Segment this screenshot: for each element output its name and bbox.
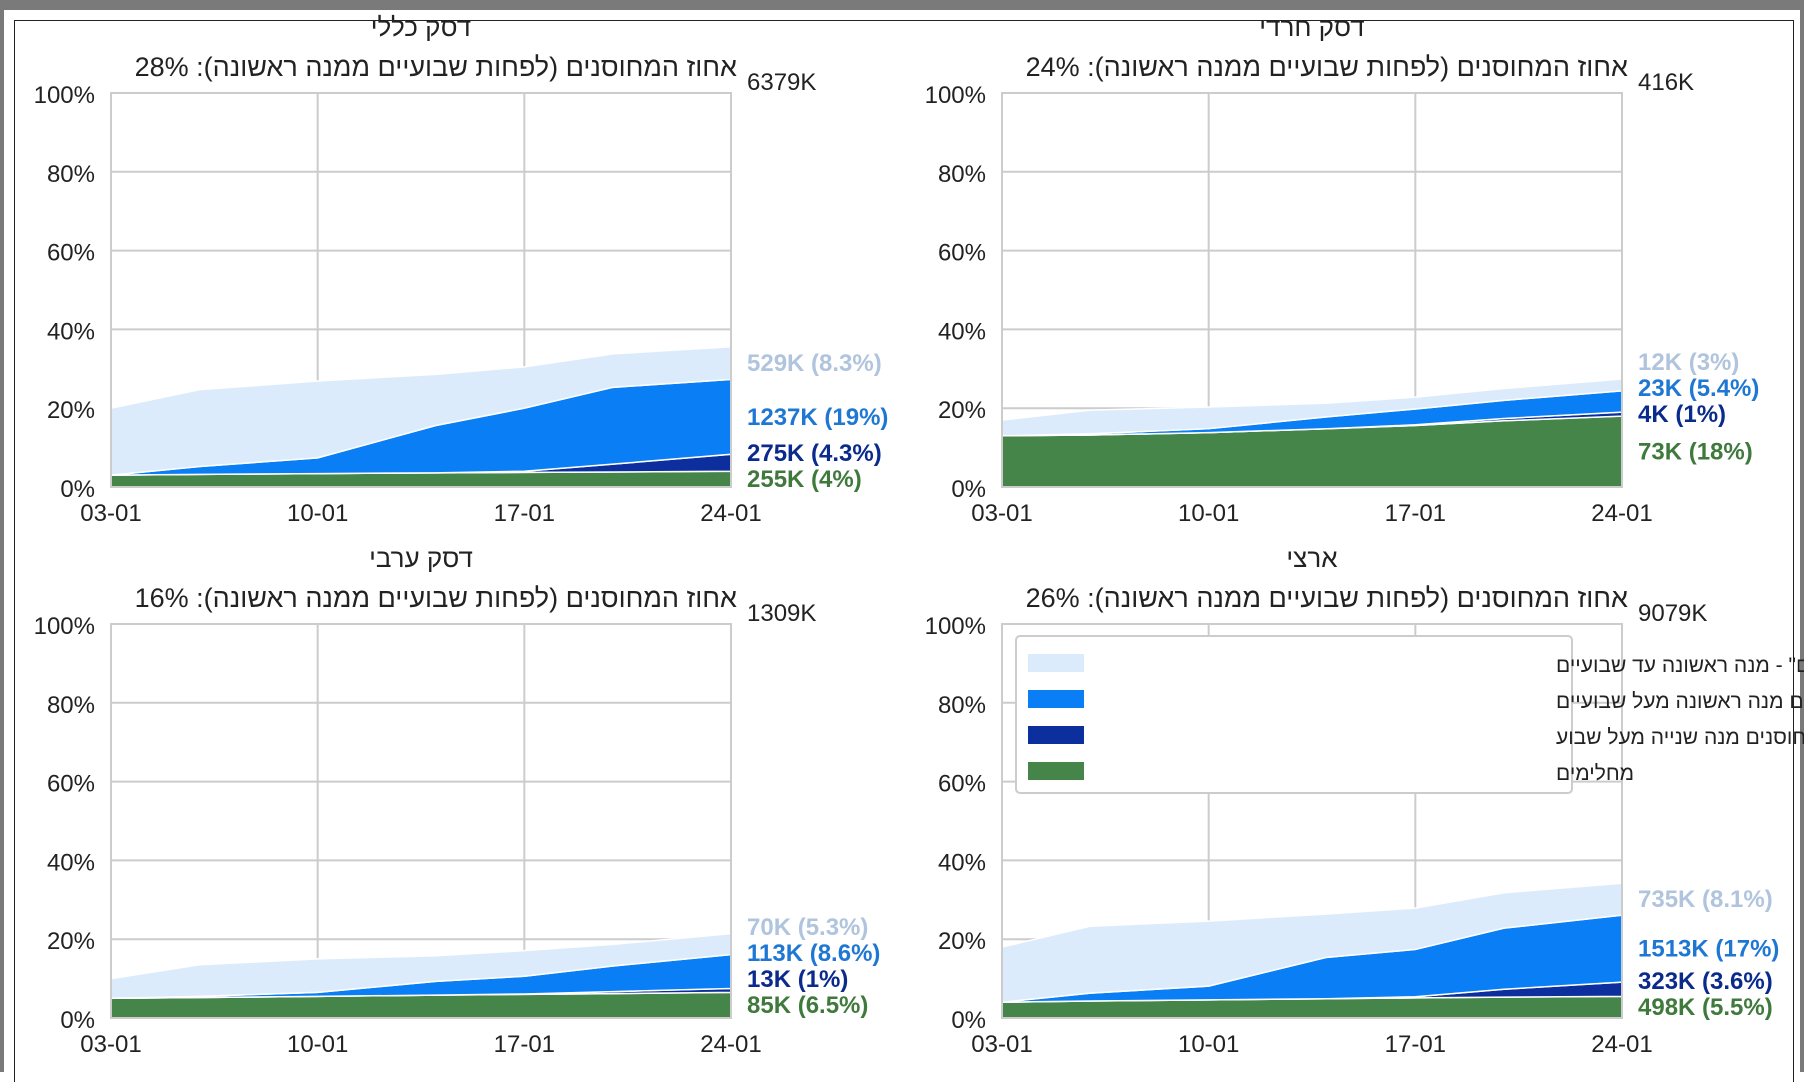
population-label: 416K — [1638, 69, 1694, 96]
series-end-label: 85K (6.5%) — [747, 992, 868, 1019]
population-label: 9079K — [1638, 600, 1707, 627]
x-tick-label: 10-01 — [287, 500, 348, 527]
x-tick-label: 24-01 — [700, 500, 761, 527]
legend-box — [1015, 635, 1573, 794]
x-tick-label: 17-01 — [1385, 500, 1446, 527]
chart-panel: 0% 20% 40% 60% 80% 100% 03-01 10-01 17-01 24-01 דס… — [34, 12, 889, 527]
y-tick-label: 100% — [925, 82, 986, 109]
y-tick-label: 0% — [951, 1007, 986, 1034]
y-tick-label: 0% — [60, 1007, 95, 1034]
series-end-label: 70K (5.3%) — [747, 914, 868, 941]
legend-label: מחוסנים מנה שנייה מעל שבוע — [1556, 726, 1804, 749]
x-tick-label: 03-01 — [80, 500, 141, 527]
x-tick-label: 17-01 — [494, 1031, 555, 1058]
legend-label: מחוסנים מנה ראשונה מעל שבועיים — [1556, 690, 1804, 713]
y-tick-label: 100% — [34, 613, 95, 640]
population-label: 1309K — [747, 600, 816, 627]
chart-title: דסק ערבי — [369, 543, 473, 573]
y-tick-label: 100% — [925, 613, 986, 640]
chart-panel: 0% 20% 40% 60% 80% 100% 03-01 10-01 17-01 24-01 דס… — [925, 12, 1760, 527]
x-tick-label: 10-01 — [287, 1031, 348, 1058]
chart-title: דסק חרדי — [1259, 12, 1364, 42]
legend-swatch — [1028, 690, 1084, 708]
chart-title: ארצי — [1286, 543, 1337, 573]
plot-frame — [110, 623, 732, 1019]
legend-swatch — [1028, 654, 1084, 672]
series-end-label: 498K (5.5%) — [1638, 994, 1773, 1021]
series-end-label: 13K (1%) — [747, 966, 848, 993]
y-tick-label: 80% — [938, 692, 986, 719]
legend: "מחוסנים לא חסינים" - מנה ראשונה עד שבוע… — [1015, 635, 1804, 794]
series-end-label: 73K (18%) — [1638, 439, 1753, 466]
y-tick-label: 80% — [47, 692, 95, 719]
plot-frame — [1001, 92, 1623, 488]
chart-subtitle: אחוז המחוסנים (לפחות שבועיים ממנה ראשונה… — [135, 583, 737, 613]
x-tick-label: 03-01 — [971, 500, 1032, 527]
series-end-label: 275K (4.3%) — [747, 440, 882, 467]
y-tick-label: 20% — [938, 397, 986, 424]
x-tick-label: 24-01 — [1591, 1031, 1652, 1058]
y-tick-label: 40% — [938, 318, 986, 345]
series-end-label: 113K (8.6%) — [747, 940, 880, 967]
y-tick-label: 20% — [47, 928, 95, 955]
x-tick-label: 17-01 — [494, 500, 555, 527]
x-tick-label: 03-01 — [80, 1031, 141, 1058]
chart-subtitle: אחוז המחוסנים (לפחות שבועיים ממנה ראשונה… — [1026, 583, 1628, 613]
x-tick-label: 24-01 — [700, 1031, 761, 1058]
legend-label: "מחוסנים לא חסינים" - מנה ראשונה עד שבוע… — [1556, 654, 1804, 677]
x-tick-label: 24-01 — [1591, 500, 1652, 527]
y-tick-label: 20% — [938, 928, 986, 955]
y-tick-label: 80% — [938, 161, 986, 188]
population-label: 6379K — [747, 69, 816, 96]
x-tick-label: 10-01 — [1178, 1031, 1239, 1058]
y-tick-label: 60% — [938, 240, 986, 267]
series-end-label: 23K (5.4%) — [1638, 375, 1759, 402]
series-end-label: 255K (4%) — [747, 466, 862, 493]
y-tick-label: 40% — [47, 849, 95, 876]
series-end-label: 1237K (19%) — [747, 404, 888, 431]
legend-swatch — [1028, 762, 1084, 780]
series-end-label: 4K (1%) — [1638, 401, 1726, 428]
y-tick-label: 60% — [47, 240, 95, 267]
chart-subtitle: אחוז המחוסנים (לפחות שבועיים ממנה ראשונה… — [1026, 52, 1628, 82]
x-tick-label: 17-01 — [1385, 1031, 1446, 1058]
legend-swatch — [1028, 726, 1084, 744]
plot-frame — [110, 92, 732, 488]
chart-subtitle: אחוז המחוסנים (לפחות שבועיים ממנה ראשונה… — [135, 52, 737, 82]
series-end-label: 12K (3%) — [1638, 349, 1739, 376]
y-tick-label: 60% — [47, 771, 95, 798]
chart-panel: 0% 20% 40% 60% 80% 100% 03-01 10-01 17-01 24-01 דס… — [34, 543, 881, 1058]
y-tick-label: 0% — [951, 476, 986, 503]
legend-label: מחלימים — [1556, 762, 1634, 785]
chart-panel: 0% 20% 40% 60% 80% 100% 03-01 10-01 17-01 24-01 אר… — [925, 543, 1804, 1058]
series-end-label: 735K (8.1%) — [1638, 886, 1773, 913]
chart-title: דסק כללי — [371, 12, 471, 42]
y-tick-label: 0% — [60, 476, 95, 503]
series-end-label: 323K (3.6%) — [1638, 968, 1773, 995]
figure-border — [14, 20, 1794, 1082]
y-tick-label: 60% — [938, 771, 986, 798]
x-tick-label: 03-01 — [971, 1031, 1032, 1058]
y-tick-label: 100% — [34, 82, 95, 109]
x-tick-label: 10-01 — [1178, 500, 1239, 527]
series-end-label: 529K (8.3%) — [747, 350, 882, 377]
y-tick-label: 40% — [47, 318, 95, 345]
y-tick-label: 80% — [47, 161, 95, 188]
y-tick-label: 20% — [47, 397, 95, 424]
plot-frame — [1001, 623, 1623, 1019]
series-end-label: 1513K (17%) — [1638, 936, 1779, 963]
y-tick-label: 40% — [938, 849, 986, 876]
